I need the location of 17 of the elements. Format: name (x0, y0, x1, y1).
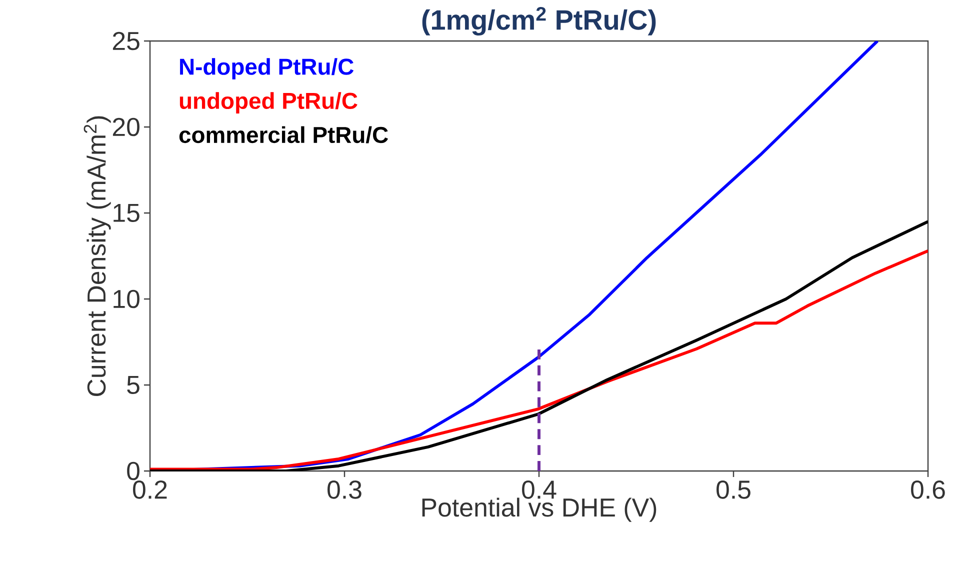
y-tick-label: 10 (114, 290, 140, 308)
y-axis-title: Current Density (mA/m$^{2}$) (84, 116, 111, 396)
x-tick-label: 0.6 (911, 480, 945, 499)
x-tick-label: 0.2 (133, 480, 167, 499)
text: N-doped PtRu/C (180, 58, 354, 80)
y-tick-label: 15 (114, 204, 140, 222)
y-tick-label: 25 (112, 32, 140, 50)
x-tick-label: 0.5 (716, 480, 750, 499)
text: commercial PtRu/C (179, 126, 388, 144)
y-tick-label: 5 (127, 376, 140, 394)
x-tick-label: 0.4 (522, 480, 556, 499)
chart-title: (1mg/cm$^{2}$ PtRu/C) (422, 6, 656, 36)
y-tick-label: 0 (127, 462, 140, 480)
text: undoped PtRu/C (180, 92, 358, 114)
y-tick-label: 20 (112, 118, 140, 136)
x-axis-title: Potential vs DHE (V) (422, 498, 656, 522)
x-tick-label: 0.3 (328, 480, 362, 499)
